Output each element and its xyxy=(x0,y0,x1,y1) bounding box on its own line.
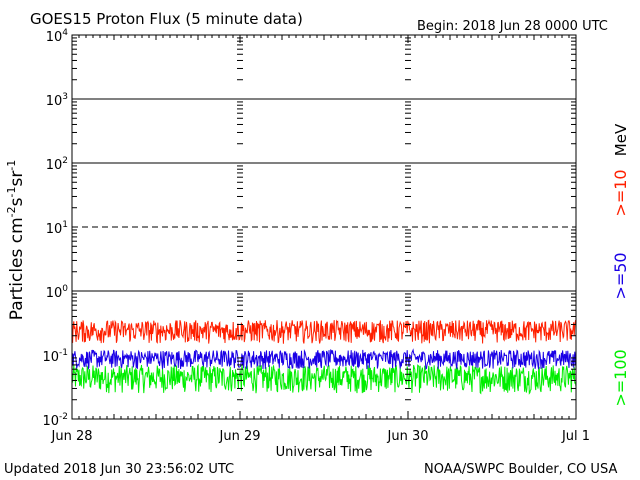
series-line xyxy=(71,319,577,344)
chart-title: GOES15 Proton Flux (5 minute data) xyxy=(30,10,303,28)
data-source-credit: NOAA/SWPC Boulder, CO USA xyxy=(424,462,617,477)
legend-unit-mev: MeV xyxy=(612,123,630,156)
plot-frame xyxy=(71,34,577,420)
y-tick-label: 101 xyxy=(46,220,68,237)
updated-timestamp: Updated 2018 Jun 30 23:56:02 UTC xyxy=(4,462,234,477)
y-tick-label: 104 xyxy=(46,28,69,45)
y-tick-label: 10-2 xyxy=(42,412,68,429)
y-axis-label: Particles cm-2s-1sr-1 xyxy=(5,160,27,321)
legend-series-10mev: >=10 xyxy=(611,169,630,216)
x-tick-label: Jul 1 xyxy=(561,429,590,444)
begin-label: Begin: 2018 Jun 28 0000 UTC xyxy=(417,19,608,34)
x-tick-label: Jun 30 xyxy=(387,429,429,444)
series-line xyxy=(71,363,577,395)
x-tick-label: Jun 29 xyxy=(219,429,261,444)
legend-series-100mev: >=100 xyxy=(611,349,630,406)
y-tick-label: 103 xyxy=(46,92,68,109)
legend-series-50mev: >=50 xyxy=(611,252,630,299)
x-tick-label: Jun 28 xyxy=(51,429,93,444)
y-tick-label: 10-1 xyxy=(42,348,68,365)
series-line xyxy=(71,348,577,371)
y-tick-label: 102 xyxy=(46,156,68,173)
x-axis-label: Universal Time xyxy=(276,445,373,460)
y-tick-label: 100 xyxy=(46,284,69,301)
